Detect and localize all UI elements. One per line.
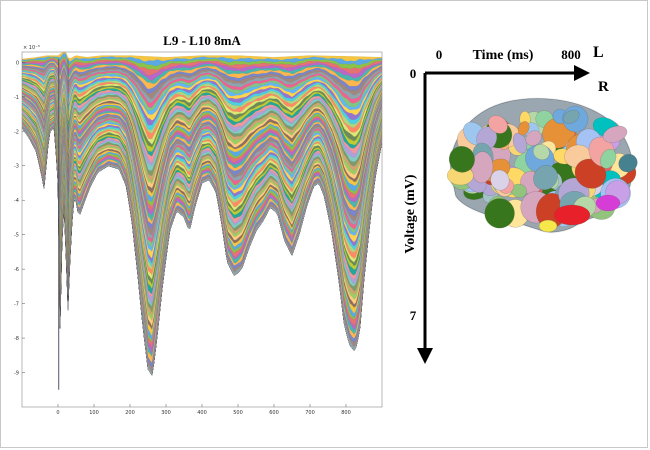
area-layer [22, 126, 382, 376]
brain-region [533, 165, 558, 191]
axis-diagram: 0 Time (ms) 800 L R 0 7 Voltage (mV) [403, 44, 609, 364]
y-tick-label: -4 [14, 198, 19, 204]
x-tick-label: 400 [197, 410, 207, 416]
brain-region [488, 115, 508, 134]
brain-region [595, 194, 621, 212]
y-tick-label: -9 [14, 371, 19, 377]
orientation-label-right: R [598, 79, 609, 95]
x-tick-label: 0 [56, 410, 59, 416]
brain-parcellation-image [446, 98, 638, 233]
x-axis-ticks: 0 100 200 300 400 500 600 700 800 [56, 404, 351, 416]
x-tick-label: 700 [305, 410, 315, 416]
brain-region [563, 109, 580, 124]
brain-region [490, 169, 510, 191]
y-tick-label: -7 [14, 302, 19, 308]
x-tick-label: 200 [125, 410, 135, 416]
time-start-label: 0 [436, 47, 443, 62]
brain-region [553, 204, 591, 226]
brain-region [517, 121, 530, 136]
brain-regions [446, 105, 638, 233]
y-tick-label: -5 [14, 233, 19, 239]
x-tick-label: 500 [233, 410, 243, 416]
time-axis-arrowhead [574, 65, 590, 81]
time-end-label: 800 [561, 47, 581, 62]
y-tick-label: -3 [14, 164, 19, 170]
chart-title: L9 - L10 8mA [163, 33, 241, 48]
brain-region [525, 130, 542, 146]
y-tick-label: -6 [14, 267, 19, 273]
x-tick-label: 100 [89, 410, 99, 416]
voltage-start-label: 0 [410, 66, 417, 81]
brain-region [532, 143, 550, 161]
x-tick-label: 800 [341, 410, 351, 416]
y-tick-label: 0 [16, 60, 19, 66]
y-tick-label: -8 [14, 336, 19, 342]
time-axis-label: Time (ms) [473, 48, 534, 63]
spike-lines [58, 58, 69, 390]
y-axis-exponent: × 10⁻³ [23, 45, 40, 51]
voltage-axis-arrowhead [417, 348, 433, 364]
x-tick-label: 600 [269, 410, 279, 416]
y-axis-ticks: 0 -1 -2 -3 -4 -5 -6 -7 -8 -9 [14, 60, 25, 377]
brain-region [484, 198, 515, 229]
orientation-label-left: L [593, 44, 604, 61]
voltage-axis-label: Voltage (mV) [403, 174, 418, 254]
brain-region [600, 148, 617, 169]
brain-region [538, 219, 558, 233]
y-tick-label: -1 [14, 95, 19, 101]
stacked-area-layers [22, 52, 382, 376]
brain-region [618, 153, 638, 173]
brain-region [448, 145, 475, 173]
x-tick-label: 300 [161, 410, 171, 416]
brain-region [602, 125, 628, 143]
y-tick-label: -2 [14, 129, 19, 135]
voltage-end-label: 7 [410, 308, 417, 323]
